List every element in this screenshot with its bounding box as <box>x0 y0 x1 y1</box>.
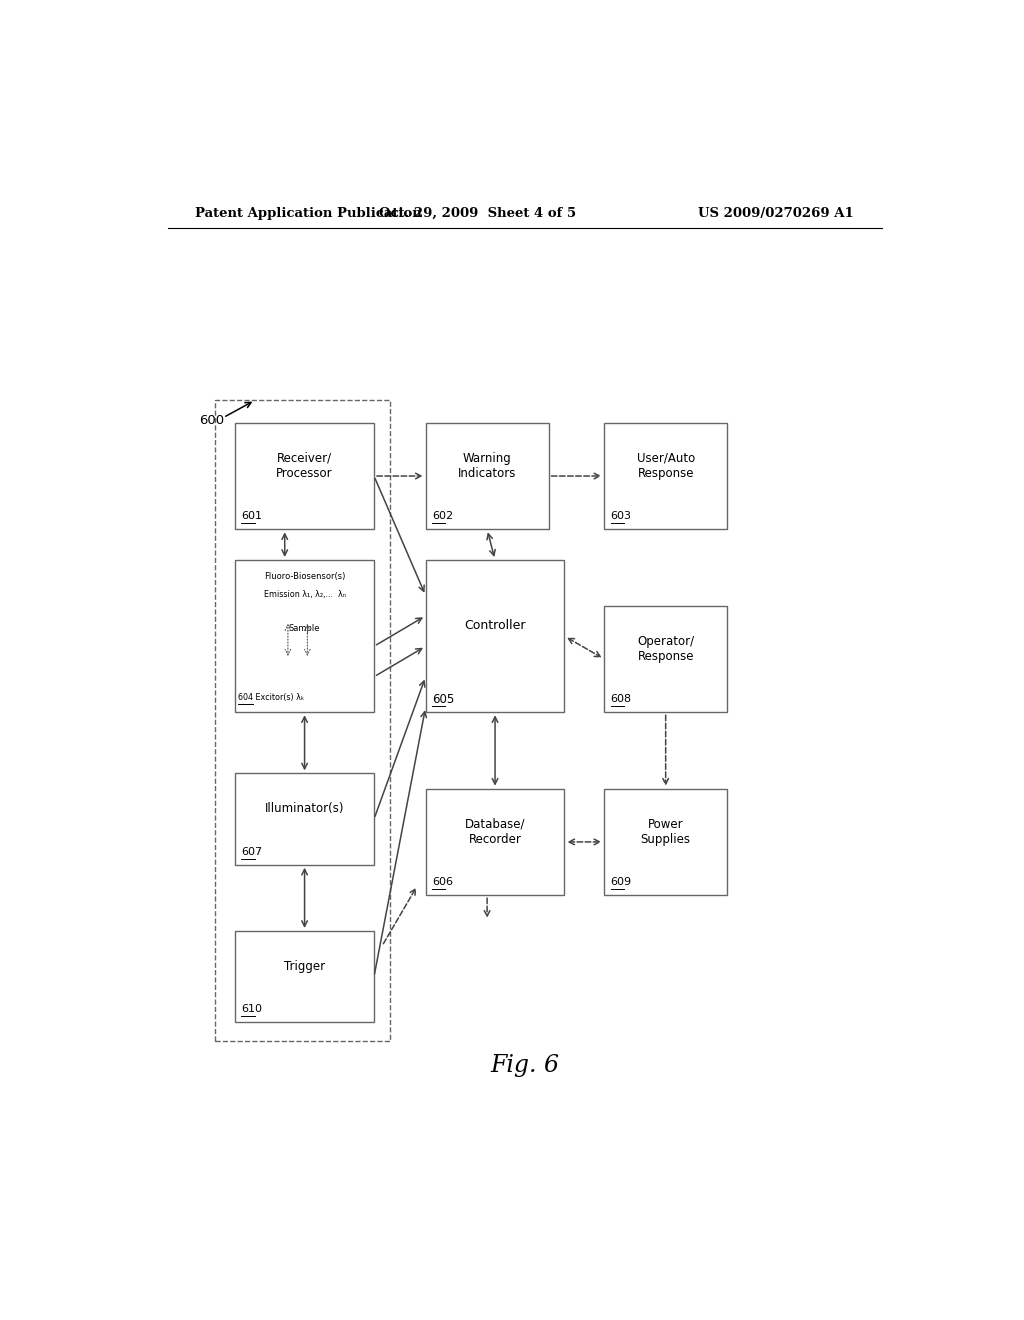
FancyBboxPatch shape <box>426 422 549 529</box>
Text: Patent Application Publication: Patent Application Publication <box>196 207 422 220</box>
Text: US 2009/0270269 A1: US 2009/0270269 A1 <box>698 207 854 220</box>
Text: 606: 606 <box>432 876 453 887</box>
Text: Database/
Recorder: Database/ Recorder <box>465 818 525 846</box>
Text: Trigger: Trigger <box>284 960 326 973</box>
Text: 600: 600 <box>200 414 224 428</box>
Text: Power
Supplies: Power Supplies <box>641 818 690 846</box>
FancyBboxPatch shape <box>604 606 727 713</box>
Text: Warning
Indicators: Warning Indicators <box>458 451 516 480</box>
Text: 607: 607 <box>242 846 262 857</box>
Text: Fig. 6: Fig. 6 <box>490 1053 559 1077</box>
Text: User/Auto
Response: User/Auto Response <box>637 451 695 480</box>
Text: Controller: Controller <box>464 619 525 632</box>
Text: Sample: Sample <box>289 624 321 634</box>
Text: Operator/
Response: Operator/ Response <box>637 635 694 663</box>
FancyBboxPatch shape <box>236 560 374 713</box>
Text: 610: 610 <box>242 1005 262 1014</box>
FancyBboxPatch shape <box>236 422 374 529</box>
Text: 608: 608 <box>610 694 632 704</box>
Text: 609: 609 <box>610 876 632 887</box>
FancyBboxPatch shape <box>236 774 374 865</box>
Text: 605: 605 <box>432 693 455 706</box>
Text: Receiver/
Processor: Receiver/ Processor <box>276 451 333 480</box>
Text: 601: 601 <box>242 511 262 521</box>
FancyBboxPatch shape <box>604 422 727 529</box>
FancyBboxPatch shape <box>236 931 374 1022</box>
Text: Oct. 29, 2009  Sheet 4 of 5: Oct. 29, 2009 Sheet 4 of 5 <box>379 207 575 220</box>
Text: Emission λ₁, λ₂,...  λₙ: Emission λ₁, λ₂,... λₙ <box>263 590 345 599</box>
Text: Fluoro-Biosensor(s): Fluoro-Biosensor(s) <box>264 572 345 581</box>
FancyBboxPatch shape <box>426 560 564 713</box>
FancyBboxPatch shape <box>604 788 727 895</box>
Text: 603: 603 <box>610 511 632 521</box>
Text: 602: 602 <box>432 511 453 521</box>
FancyBboxPatch shape <box>426 788 564 895</box>
Text: 604 Excitor(s) λₖ: 604 Excitor(s) λₖ <box>239 693 305 702</box>
Text: Illuminator(s): Illuminator(s) <box>265 803 344 816</box>
